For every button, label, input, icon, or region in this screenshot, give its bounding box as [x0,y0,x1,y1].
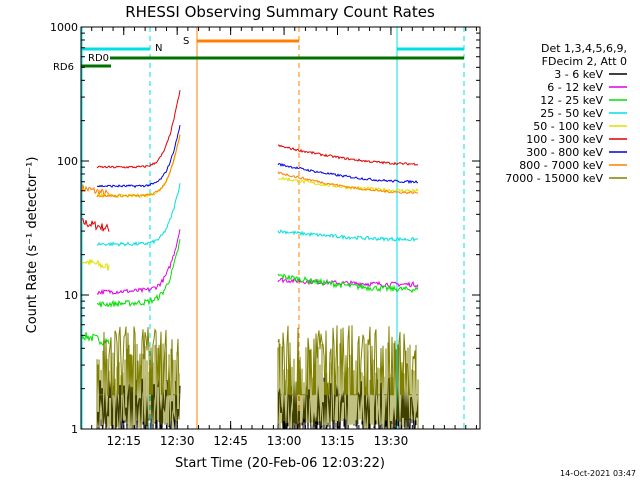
noise-band-2 [96,343,180,429]
series-line-before [96,125,181,189]
series-line-after [277,325,418,396]
x-axis-label: Start Time (20-Feb-06 12:03:22) [175,456,385,471]
legend-label: 6 - 12 keV [547,81,603,94]
series-line-after [277,144,419,166]
series-line-after [277,171,419,195]
series-line-before [96,229,181,295]
series-25-50keV [96,183,419,247]
x-tick-label: 13:15 [320,434,355,448]
status-label-s: S [183,36,189,47]
x-tick-label: 13:30 [374,434,409,448]
y-tick-label: 100 [57,155,78,168]
series-7000-15000keV [96,325,418,396]
series-line-after [277,229,419,243]
legend-label: 300 - 800 keV [526,146,603,159]
series-line-before [96,183,181,247]
series-800-7000keV [96,134,419,198]
y-tick-label: 10 [64,289,78,302]
legend-label: 100 - 300 keV [526,133,603,146]
y-tick-label: 1000 [50,21,78,34]
noise-band-3 [277,342,419,429]
chart-datalayer: RD6 RD0 N S [53,36,464,430]
early-series-3 [81,332,110,347]
legend-label: 800 - 7000 keV [519,159,603,172]
series-300-800keV [96,125,419,189]
chart-title: RHESSI Observing Summary Count Rates [125,3,435,21]
series-12-25keV [96,239,419,309]
legend-label: 50 - 100 keV [533,120,603,133]
legend-label: 25 - 50 keV [540,107,603,120]
series-100-300keV [96,90,419,169]
series-line-before [96,134,181,198]
chart-ticklayer: 1 10 100 1000 12:15 12:30 12:45 13:00 13:15 13:30 [50,21,480,448]
x-tick-label: 13:00 [267,434,302,448]
legend-label: 7000 - 15000 keV [505,172,603,185]
series-line-before [96,326,180,396]
status-label-n: N [155,43,162,54]
legend-label: 3 - 6 keV [554,68,603,81]
legend-label: 12 - 25 keV [540,94,603,107]
series-line-before [96,90,181,169]
y-axis-label: Count Rate (s⁻¹ detector⁻¹) [25,157,40,334]
x-tick-label: 12:45 [213,434,248,448]
legend-header-line-2: FDecim 2, Att 0 [542,55,627,68]
early-series-2 [81,258,110,271]
legend-header-line-1: Det 1,3,4,5,6,9, [541,42,627,55]
early-series-1 [81,218,110,232]
x-tick-label: 12:15 [106,434,141,448]
status-label-rd0: RD0 [88,53,109,64]
series-line-after [277,273,419,294]
series-50-100keV [96,134,419,199]
y-tick-label: 1 [71,423,78,436]
plot-frame [80,26,481,430]
series-line-before [96,239,181,309]
status-label-rd6: RD6 [53,62,74,73]
chart-gridlayer [81,27,465,429]
timestamp: 14-Oct-2021 03:47 [560,469,636,478]
x-tick-label: 12:30 [160,434,195,448]
series-line-after [277,162,419,184]
